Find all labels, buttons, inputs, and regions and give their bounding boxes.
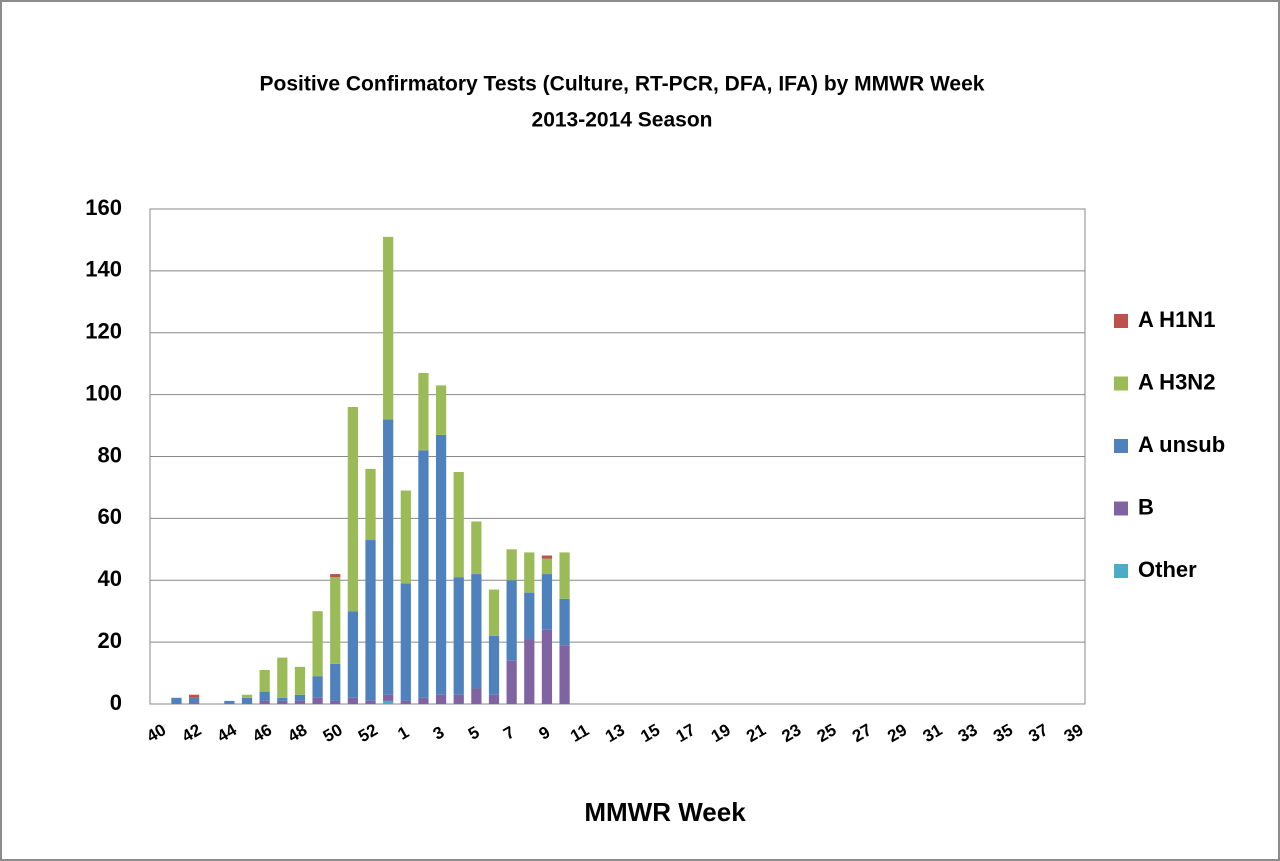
bar-segment [294,700,306,704]
bar-segment [277,657,288,698]
bar-segment [330,577,341,664]
bar-segment [524,552,535,593]
bar-segment [347,697,358,704]
bar-segment [277,697,288,701]
legend-label: Other [1138,557,1197,582]
bar-segment [312,611,323,677]
bar-segment [524,639,535,704]
y-tick-label: 20 [98,628,122,653]
bar-segment [418,450,429,698]
x-axis-label: MMWR Week [584,797,746,827]
y-tick-label: 80 [98,442,122,467]
bar-segment [488,694,500,704]
bar-segment [471,688,482,704]
legend-swatch [1114,501,1128,516]
legend-swatch [1114,564,1128,578]
bar-segment [330,663,341,701]
bar-segment [471,521,482,575]
bar-segment [383,700,394,704]
bar-segment [541,555,553,559]
bar-segment [559,552,570,599]
legend-swatch [1114,314,1128,328]
y-tick-label: 160 [85,195,122,220]
bar-segment [383,236,394,420]
legend-label: A H1N1 [1138,307,1215,332]
bar-segment [488,635,500,695]
bar-segment [541,629,553,704]
legend-label: A H3N2 [1138,369,1215,394]
bar-segment [400,583,411,701]
bar-segment [453,694,464,704]
bar-segment [524,592,535,640]
bar-segment [506,549,517,581]
bar-segment [259,700,270,704]
bar-segment [435,694,447,704]
bar-segment [294,694,306,701]
bar-segment [541,574,553,630]
y-tick-label: 60 [98,504,122,529]
legend-swatch [1114,376,1128,391]
bar-segment [541,558,553,575]
bar-segment [418,372,429,451]
legend-label: B [1138,494,1154,519]
bar-segment [259,669,270,692]
bar-segment [506,660,517,704]
y-tick-label: 120 [85,319,122,344]
bar-segment [312,676,323,698]
bar-segment [241,697,253,704]
y-tick-label: 100 [85,380,122,405]
chart-subtitle: 2013-2014 Season [532,109,713,132]
bar-segment [347,611,358,698]
bar-segment [330,574,341,578]
bar-segment [383,419,394,695]
bar-segment [400,700,411,704]
legend-swatch [1114,439,1128,453]
bar-segment [365,700,376,704]
bar-segment [435,385,447,435]
bar-segment [488,589,500,636]
bar-segment [277,700,288,704]
bar-segment [330,700,341,704]
bar-segment [259,691,270,701]
bar-segment [312,697,323,704]
bar-segment [188,697,200,704]
bar-segment [418,697,429,704]
bar-segment [365,468,376,541]
y-tick-label: 140 [85,257,122,282]
bar-segment [559,645,570,704]
bar-segment [453,577,464,695]
bar-segment [400,490,411,584]
bar-segment [383,694,394,701]
y-tick-label: 0 [110,690,122,715]
legend-label: A unsub [1138,432,1225,457]
bar-segment [435,434,447,695]
bar-segment [365,540,376,701]
bar-segment [241,694,253,698]
chart-title: Positive Confirmatory Tests (Culture, RT… [260,73,985,96]
y-tick-label: 40 [98,566,122,591]
bar-segment [171,697,182,704]
bar-segment [471,574,482,689]
bar-segment [188,694,200,698]
bar-segment [347,407,358,612]
bar-segment [294,666,306,695]
bar-segment [453,471,464,578]
bar-segment [559,598,570,646]
bar-segment [506,580,517,661]
bar-segment [224,700,235,704]
